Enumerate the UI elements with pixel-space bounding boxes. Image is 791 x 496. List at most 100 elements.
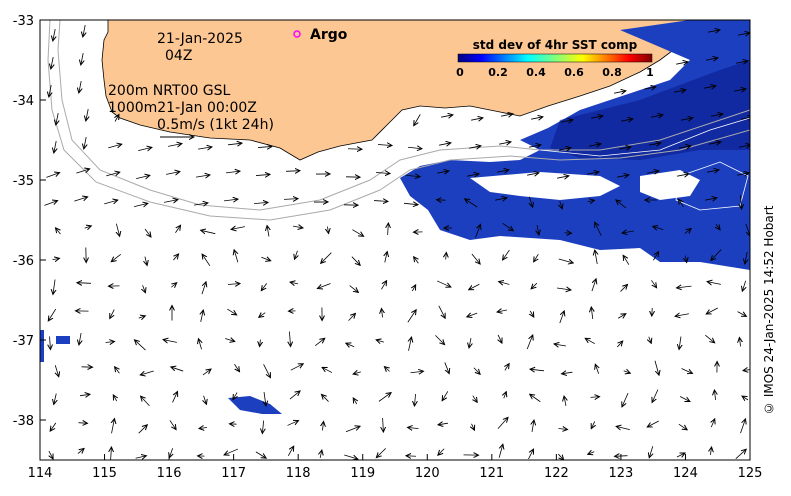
current-arrow xyxy=(554,344,566,346)
current-arrow xyxy=(676,62,688,64)
current-arrow xyxy=(742,281,745,291)
current-arrow xyxy=(50,423,56,431)
credit-text: © IMOS 24-Jan-2025 14:52 Hobart xyxy=(762,160,782,460)
legend-line-1: 200m NRT00 GSL xyxy=(108,83,231,99)
current-arrow xyxy=(48,309,55,321)
current-arrow xyxy=(171,283,176,287)
current-arrow xyxy=(134,340,145,350)
current-arrow xyxy=(677,286,692,288)
current-arrow xyxy=(290,391,300,399)
current-arrow xyxy=(374,201,388,202)
current-arrow xyxy=(376,448,385,457)
current-arrow xyxy=(353,398,356,404)
current-arrow xyxy=(565,233,572,234)
current-arrow xyxy=(736,449,746,458)
current-arrow xyxy=(472,254,480,264)
current-arrow xyxy=(173,254,178,260)
current-arrow xyxy=(53,29,55,41)
current-arrow xyxy=(175,225,180,232)
current-arrow xyxy=(49,451,53,459)
current-arrow xyxy=(112,419,115,434)
lon-tick-label: 122 xyxy=(544,466,569,481)
current-arrow xyxy=(498,417,508,428)
lat-tick-label: -37 xyxy=(13,334,34,349)
current-arrow xyxy=(44,201,57,206)
current-arrow xyxy=(591,307,592,319)
current-arrow xyxy=(438,449,444,455)
current-arrow xyxy=(381,309,382,318)
colorbar-tick-label: 1 xyxy=(646,66,654,79)
current-arrow xyxy=(290,282,298,284)
current-arrow xyxy=(408,310,416,322)
current-arrow xyxy=(616,426,630,429)
current-arrow xyxy=(234,250,238,262)
current-arrow xyxy=(404,203,418,204)
current-arrow xyxy=(414,257,419,263)
current-arrow xyxy=(411,371,424,373)
argo-label: Argo xyxy=(310,27,348,43)
current-arrow xyxy=(116,224,119,237)
current-arrow xyxy=(256,174,270,175)
current-arrow xyxy=(113,395,116,401)
sst-patch-west-edge xyxy=(40,330,44,362)
current-arrow xyxy=(198,339,201,350)
current-arrow xyxy=(472,424,475,430)
current-arrow xyxy=(499,282,510,285)
current-arrow xyxy=(647,421,659,427)
current-arrow xyxy=(322,422,323,431)
current-arrow xyxy=(530,311,534,317)
current-arrow xyxy=(231,227,245,230)
current-arrow xyxy=(254,202,268,203)
current-arrow xyxy=(134,203,148,206)
current-arrow xyxy=(104,200,117,204)
current-arrow xyxy=(262,421,263,434)
current-arrow xyxy=(353,372,361,374)
current-arrow xyxy=(199,427,207,428)
current-arrow xyxy=(532,420,534,432)
current-arrow xyxy=(682,369,693,374)
current-arrow xyxy=(54,394,56,405)
current-arrow xyxy=(79,423,88,424)
current-arrow xyxy=(79,81,81,93)
current-arrow xyxy=(408,147,422,148)
current-arrow xyxy=(226,171,240,173)
current-arrow xyxy=(286,171,300,172)
current-arrow xyxy=(679,424,687,430)
current-arrow xyxy=(115,367,120,373)
current-arrow xyxy=(284,199,298,200)
current-arrow xyxy=(680,396,690,401)
current-arrow xyxy=(438,423,448,425)
current-arrow xyxy=(711,419,714,427)
current-arrow xyxy=(505,364,509,371)
current-arrow xyxy=(201,310,204,322)
current-arrow xyxy=(531,283,537,289)
current-arrow xyxy=(111,447,112,461)
current-arrow xyxy=(54,141,56,153)
current-arrow xyxy=(224,449,238,455)
lon-tick-label: 121 xyxy=(479,466,504,481)
current-arrow xyxy=(530,369,544,371)
current-arrow xyxy=(84,137,86,149)
current-arrow xyxy=(504,392,506,399)
current-arrow xyxy=(258,146,272,147)
current-arrow xyxy=(110,310,114,319)
current-arrow xyxy=(384,367,389,372)
current-arrow xyxy=(196,175,210,177)
current-arrow xyxy=(81,53,83,65)
current-arrow xyxy=(55,365,58,376)
current-arrow xyxy=(234,364,239,371)
current-arrow xyxy=(322,367,332,372)
current-arrow xyxy=(166,172,180,175)
lat-tick-label: -36 xyxy=(13,254,34,269)
current-arrow xyxy=(528,449,533,459)
current-arrow xyxy=(288,446,293,456)
current-arrow xyxy=(651,280,656,287)
current-arrow xyxy=(145,229,151,237)
current-arrow xyxy=(79,333,81,345)
current-arrow xyxy=(469,284,480,290)
lat-tick-label: -38 xyxy=(13,414,34,429)
current-arrow xyxy=(706,308,718,314)
current-arrow xyxy=(707,282,721,285)
current-arrow xyxy=(56,113,58,125)
lon-tick-label: 124 xyxy=(673,466,698,481)
